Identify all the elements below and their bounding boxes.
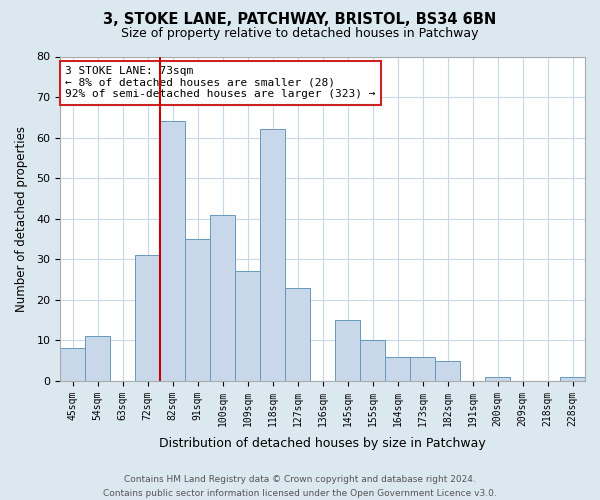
Text: 3 STOKE LANE: 73sqm
← 8% of detached houses are smaller (28)
92% of semi-detache: 3 STOKE LANE: 73sqm ← 8% of detached hou…	[65, 66, 376, 100]
Bar	[435, 360, 460, 381]
Bar	[410, 356, 435, 381]
Bar	[485, 377, 510, 381]
Bar	[60, 348, 85, 381]
Bar	[335, 320, 360, 381]
Bar	[385, 356, 410, 381]
Bar	[160, 122, 185, 381]
Bar	[235, 272, 260, 381]
Bar	[360, 340, 385, 381]
Bar	[260, 130, 285, 381]
Bar	[185, 239, 210, 381]
Text: 3, STOKE LANE, PATCHWAY, BRISTOL, BS34 6BN: 3, STOKE LANE, PATCHWAY, BRISTOL, BS34 6…	[103, 12, 497, 28]
Y-axis label: Number of detached properties: Number of detached properties	[15, 126, 28, 312]
Bar	[560, 377, 585, 381]
Text: Contains HM Land Registry data © Crown copyright and database right 2024.
Contai: Contains HM Land Registry data © Crown c…	[103, 476, 497, 498]
X-axis label: Distribution of detached houses by size in Patchway: Distribution of detached houses by size …	[159, 437, 486, 450]
Bar	[210, 214, 235, 381]
Bar	[85, 336, 110, 381]
Bar	[285, 288, 310, 381]
Bar	[135, 255, 160, 381]
Text: Size of property relative to detached houses in Patchway: Size of property relative to detached ho…	[121, 28, 479, 40]
